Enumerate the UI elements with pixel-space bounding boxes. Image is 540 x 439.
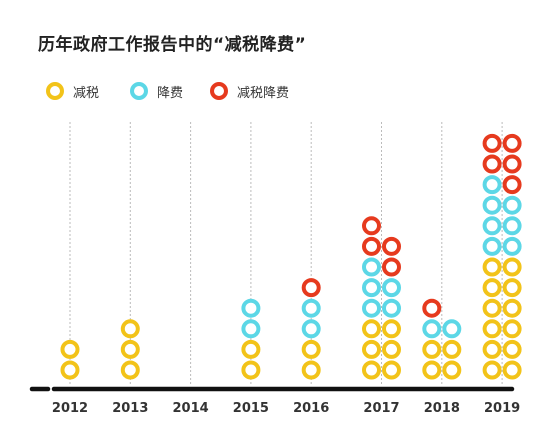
dot-2019-both-2-1 — [502, 175, 522, 195]
dot-2012-reduce-tax-1-2 — [60, 339, 80, 359]
dot-2018-reduce-tax-1-2 — [422, 339, 442, 359]
dot-2017-reduce-tax-2-3 — [382, 319, 401, 339]
chart-title: 历年政府工作报告中的“减税降费” — [38, 35, 307, 55]
dot-2017-reduce-tax-1-2 — [362, 339, 381, 359]
dot-2018-reduce-fee-1-1 — [422, 319, 442, 339]
dot-2017-both-2-2 — [382, 236, 401, 256]
dot-2019-reduce-fee-1-4 — [482, 175, 502, 195]
dot-2019-reduce-tax-2-2 — [502, 339, 522, 359]
dot-2019-reduce-fee-1-3 — [482, 195, 502, 215]
dot-2017-reduce-fee-1-3 — [362, 257, 381, 277]
dot-2017-both-1-1 — [362, 236, 381, 256]
dot-2013-reduce-tax-1-2 — [120, 339, 140, 359]
dot-2019-reduce-tax-1-5 — [482, 278, 502, 298]
year-label-2012: 2012 — [52, 401, 88, 416]
dot-2016-both-1-1 — [301, 278, 321, 298]
dot-2019-both-2-2 — [502, 154, 522, 174]
legend-label-reduce-tax: 减税 — [73, 85, 100, 101]
year-label-2015: 2015 — [233, 401, 269, 416]
dot-2017-both-2-1 — [382, 257, 401, 277]
dot-2017-reduce-tax-1-1 — [362, 360, 381, 380]
legend-ring-both — [210, 82, 228, 100]
dot-2019-reduce-fee-2-2 — [502, 216, 522, 236]
dot-2013-reduce-tax-1-3 — [120, 319, 140, 339]
dot-2018-reduce-tax-2-2 — [442, 339, 462, 359]
dot-2015-reduce-fee-1-2 — [241, 298, 261, 318]
legend-item-both: 减税降费 — [210, 80, 289, 102]
dot-2015-reduce-tax-1-2 — [241, 339, 261, 359]
legend-item-reduce-fee: 降费 — [130, 80, 183, 102]
dot-2019-reduce-tax-1-3 — [482, 319, 502, 339]
dot-2019-reduce-tax-1-1 — [482, 360, 502, 380]
dot-2018-reduce-tax-2-1 — [442, 360, 462, 380]
dot-2015-reduce-tax-1-1 — [241, 360, 261, 380]
legend-item-reduce-tax: 减税 — [46, 80, 99, 102]
dot-2019-reduce-fee-2-3 — [502, 195, 522, 215]
dot-2019-reduce-fee-2-1 — [502, 236, 522, 256]
legend-ring-reduce-tax — [46, 82, 64, 100]
year-label-2019: 2019 — [484, 401, 520, 416]
year-label-2016: 2016 — [293, 401, 329, 416]
dot-2017-reduce-fee-1-2 — [362, 278, 381, 298]
year-label-2013: 2013 — [112, 401, 148, 416]
year-label-2018: 2018 — [424, 401, 460, 416]
dot-2019-both-2-3 — [502, 133, 522, 153]
dot-2016-reduce-tax-1-2 — [301, 339, 321, 359]
dot-2019-both-1-1 — [482, 154, 502, 174]
dot-2018-reduce-fee-2-1 — [442, 319, 462, 339]
legend-label-both: 减税降费 — [237, 85, 290, 101]
dot-2015-reduce-fee-1-1 — [241, 319, 261, 339]
dot-2019-reduce-tax-1-6 — [482, 257, 502, 277]
legend-ring-reduce-fee — [130, 82, 148, 100]
dot-2017-reduce-fee-2-2 — [382, 278, 401, 298]
dot-2017-reduce-fee-2-1 — [382, 298, 401, 318]
dot-2017-reduce-fee-1-1 — [362, 298, 381, 318]
dot-2019-both-1-2 — [482, 133, 502, 153]
dot-2018-reduce-tax-1-1 — [422, 360, 442, 380]
year-label-2017: 2017 — [363, 401, 399, 416]
dot-2016-reduce-tax-1-1 — [301, 360, 321, 380]
dot-2012-reduce-tax-1-1 — [60, 360, 80, 380]
dot-2019-reduce-tax-2-6 — [502, 257, 522, 277]
dot-2019-reduce-tax-2-4 — [502, 298, 522, 318]
dot-2019-reduce-tax-2-3 — [502, 319, 522, 339]
dot-2019-reduce-tax-1-2 — [482, 339, 502, 359]
dot-2017-reduce-tax-1-3 — [362, 319, 381, 339]
dot-2017-reduce-tax-2-1 — [382, 360, 401, 380]
dot-2017-reduce-tax-2-2 — [382, 339, 401, 359]
dot-2013-reduce-tax-1-1 — [120, 360, 140, 380]
dot-2019-reduce-tax-1-4 — [482, 298, 502, 318]
dot-2019-reduce-fee-1-2 — [482, 216, 502, 236]
dot-2018-both-1-1 — [422, 298, 442, 318]
dot-2016-reduce-fee-1-1 — [301, 319, 321, 339]
year-label-2014: 2014 — [173, 401, 209, 416]
dot-2019-reduce-tax-2-1 — [502, 360, 522, 380]
legend-label-reduce-fee: 降费 — [157, 85, 184, 101]
dot-2016-reduce-fee-1-2 — [301, 298, 321, 318]
dot-2019-reduce-tax-2-5 — [502, 278, 522, 298]
dot-2017-both-1-2 — [362, 216, 381, 236]
dot-2019-reduce-fee-1-1 — [482, 236, 502, 256]
